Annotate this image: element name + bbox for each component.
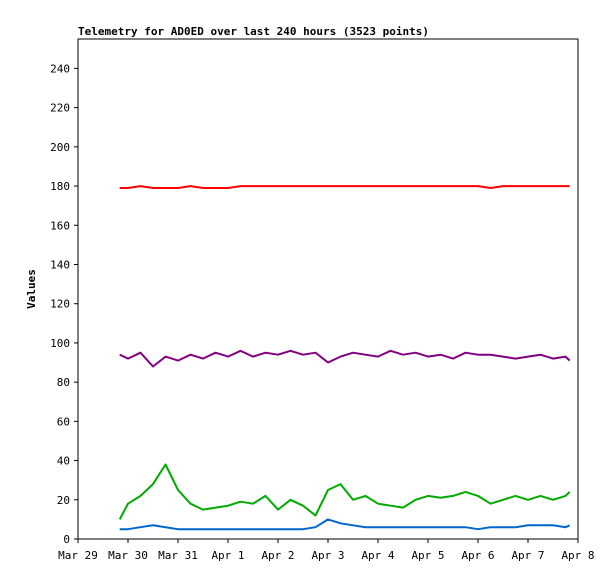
y-tick-label: 40 bbox=[57, 455, 70, 468]
y-tick-label: 240 bbox=[50, 62, 70, 75]
plot-frame bbox=[77, 38, 579, 540]
x-axis-ticks: Mar 29 Mar 30 Mar 31 Apr 1 Apr 2 Apr 3 Apr 4 Ap… bbox=[58, 539, 595, 562]
series-line-3 bbox=[118, 463, 571, 520]
y-axis-label: Values bbox=[25, 269, 38, 309]
x-tick-label: Apr 5 bbox=[411, 549, 444, 562]
y-tick-label: 60 bbox=[57, 415, 70, 428]
series-line-1 bbox=[119, 185, 570, 189]
x-tick-label: Apr 4 bbox=[361, 549, 394, 562]
y-tick-label: 0 bbox=[63, 533, 70, 546]
series-line-2 bbox=[119, 349, 571, 368]
y-tick-label: 120 bbox=[50, 298, 70, 311]
x-tick-label: Apr 3 bbox=[311, 549, 344, 562]
x-tick-label: Apr 2 bbox=[261, 549, 294, 562]
y-tick-label: 80 bbox=[57, 376, 70, 389]
series-layer bbox=[118, 185, 571, 531]
x-tick-label: Apr 1 bbox=[211, 549, 244, 562]
x-tick-label: Apr 7 bbox=[511, 549, 544, 562]
chart-title: Telemetry for AD0ED over last 240 hours … bbox=[78, 25, 429, 38]
x-tick-label: Apr 6 bbox=[461, 549, 494, 562]
x-tick-label: Apr 8 bbox=[561, 549, 594, 562]
y-tick-label: 160 bbox=[50, 219, 70, 232]
x-tick-label: Mar 30 bbox=[108, 549, 148, 562]
y-tick-label: 180 bbox=[50, 180, 70, 193]
x-tick-label: Mar 29 bbox=[58, 549, 98, 562]
y-axis-ticks: 0 20 40 60 80 100 120 140 160 180 200 220 240 bbox=[50, 62, 78, 546]
y-tick-label: 220 bbox=[50, 102, 70, 115]
series-line-4 bbox=[119, 518, 571, 531]
x-tick-label: Mar 31 bbox=[158, 549, 198, 562]
y-tick-label: 140 bbox=[50, 258, 70, 271]
y-tick-label: 100 bbox=[50, 337, 70, 350]
y-tick-label: 200 bbox=[50, 141, 70, 154]
y-tick-label: 20 bbox=[57, 494, 70, 507]
